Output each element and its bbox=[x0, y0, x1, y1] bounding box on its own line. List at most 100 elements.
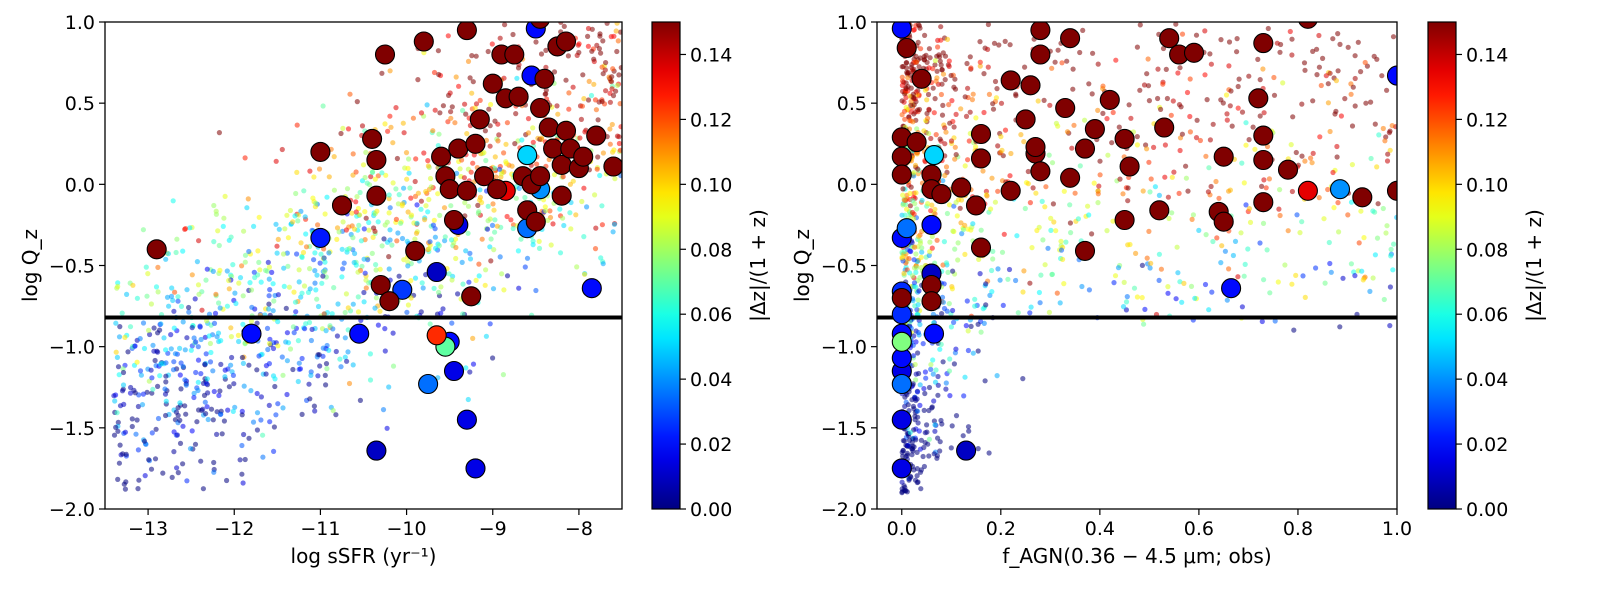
large-point bbox=[891, 373, 912, 395]
small-point bbox=[210, 368, 216, 374]
small-point bbox=[414, 220, 420, 226]
small-point bbox=[581, 96, 587, 102]
small-point bbox=[911, 467, 917, 473]
small-point bbox=[422, 217, 428, 223]
small-point bbox=[501, 287, 507, 293]
small-point bbox=[917, 402, 923, 408]
small-point bbox=[1214, 235, 1220, 241]
small-point bbox=[401, 257, 407, 263]
small-point bbox=[1030, 185, 1036, 191]
small-point bbox=[613, 28, 619, 34]
small-point bbox=[226, 384, 232, 390]
small-point bbox=[431, 69, 438, 76]
small-point bbox=[282, 226, 288, 232]
small-point bbox=[352, 226, 358, 232]
colorbar-tick-label: 0.12 bbox=[690, 109, 732, 131]
small-point bbox=[333, 412, 339, 418]
small-point bbox=[393, 105, 399, 111]
small-point bbox=[1091, 180, 1097, 186]
small-point bbox=[926, 130, 932, 137]
small-point bbox=[361, 299, 367, 305]
small-point bbox=[1187, 129, 1193, 135]
small-point bbox=[327, 323, 333, 329]
small-point bbox=[364, 180, 370, 186]
small-point bbox=[989, 289, 995, 295]
small-point bbox=[344, 247, 350, 253]
small-point bbox=[315, 222, 321, 228]
y-tick-label: −0.5 bbox=[821, 256, 867, 278]
small-point bbox=[917, 25, 923, 31]
small-point bbox=[1375, 201, 1381, 207]
small-point bbox=[352, 250, 358, 257]
small-point bbox=[1173, 22, 1179, 27]
small-point bbox=[489, 222, 496, 228]
small-point bbox=[312, 408, 318, 414]
small-point bbox=[350, 235, 356, 241]
small-point bbox=[173, 249, 179, 256]
small-point bbox=[470, 361, 477, 367]
small-point bbox=[612, 176, 618, 182]
small-point bbox=[919, 245, 925, 251]
small-point bbox=[266, 306, 272, 312]
small-point bbox=[922, 390, 928, 397]
small-point bbox=[228, 234, 234, 240]
small-point bbox=[467, 250, 473, 256]
small-point bbox=[921, 386, 927, 392]
small-point bbox=[290, 324, 296, 330]
small-point bbox=[164, 294, 171, 300]
small-point bbox=[946, 63, 952, 69]
small-point bbox=[941, 305, 948, 312]
small-point bbox=[193, 369, 199, 376]
large-point bbox=[379, 291, 400, 312]
small-point bbox=[302, 214, 308, 220]
small-point bbox=[369, 250, 375, 256]
small-point bbox=[292, 213, 298, 219]
large-point bbox=[392, 279, 413, 300]
small-point bbox=[172, 351, 178, 357]
small-point bbox=[1145, 83, 1152, 89]
small-point bbox=[1243, 142, 1249, 148]
small-point bbox=[487, 244, 493, 250]
small-point bbox=[977, 59, 983, 65]
small-point bbox=[295, 218, 301, 224]
small-point bbox=[273, 221, 279, 227]
large-point bbox=[896, 218, 917, 239]
small-point bbox=[937, 448, 943, 454]
small-point bbox=[217, 388, 223, 394]
small-point bbox=[961, 393, 967, 399]
small-point bbox=[281, 283, 287, 289]
small-point bbox=[514, 75, 520, 81]
small-point bbox=[1271, 74, 1277, 81]
small-point bbox=[967, 54, 973, 60]
small-point bbox=[436, 131, 442, 137]
small-point bbox=[1204, 97, 1210, 103]
small-point bbox=[111, 432, 118, 438]
small-point bbox=[274, 250, 280, 256]
small-point bbox=[266, 402, 272, 408]
small-point bbox=[294, 122, 300, 128]
small-point bbox=[1350, 84, 1356, 90]
small-point bbox=[372, 211, 378, 217]
small-point bbox=[1246, 206, 1252, 212]
small-point bbox=[202, 361, 208, 367]
small-point bbox=[431, 217, 437, 223]
small-point bbox=[1196, 227, 1202, 233]
large-points bbox=[146, 22, 622, 479]
small-point bbox=[414, 202, 420, 208]
small-point bbox=[921, 463, 928, 470]
small-point bbox=[269, 269, 275, 275]
small-point bbox=[912, 201, 918, 207]
small-point bbox=[998, 100, 1005, 106]
small-point bbox=[543, 64, 549, 70]
small-point bbox=[350, 301, 356, 307]
small-point bbox=[170, 297, 176, 303]
small-point bbox=[174, 236, 180, 242]
small-point bbox=[137, 336, 143, 342]
small-point bbox=[210, 268, 216, 274]
small-point bbox=[1068, 230, 1074, 236]
small-point bbox=[165, 251, 171, 257]
small-point bbox=[1205, 189, 1211, 195]
small-point bbox=[908, 248, 914, 255]
small-point bbox=[1220, 100, 1226, 106]
small-point bbox=[226, 277, 232, 284]
